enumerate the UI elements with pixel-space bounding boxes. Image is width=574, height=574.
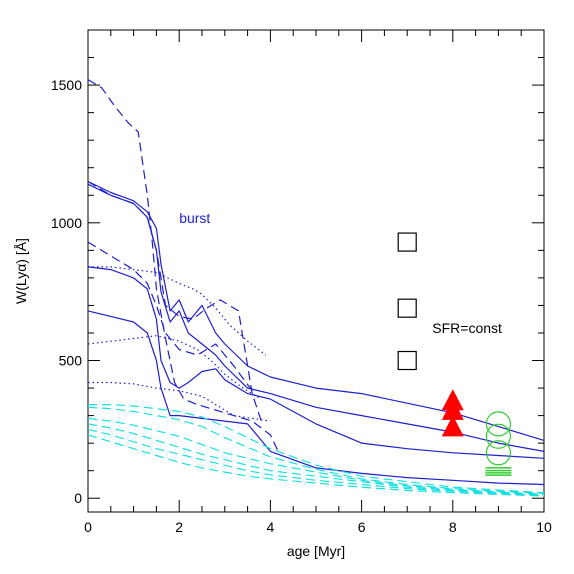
series-line-4	[87, 310, 545, 486]
y-tick-label: 500	[59, 353, 83, 369]
x-tick-label: 4	[267, 519, 275, 535]
series-line-5	[87, 79, 281, 455]
series-layer	[87, 79, 545, 497]
x-tick-label: 2	[175, 519, 183, 535]
circle-marker	[485, 440, 511, 466]
annotation-layer: burst SFR=const	[179, 210, 502, 336]
x-tick-label: 6	[358, 519, 366, 535]
series-line-13	[87, 417, 545, 495]
annotation-label: burst	[179, 210, 210, 226]
series-line-1	[87, 180, 545, 441]
series-line-16	[87, 434, 545, 497]
series-line-6	[87, 180, 262, 422]
triangle-marker	[441, 415, 464, 437]
series-line-7	[87, 241, 253, 392]
y-tick-label: 1000	[51, 215, 82, 231]
x-axis-title: age [Myr]	[287, 543, 345, 559]
marker-layer	[397, 232, 512, 476]
square-marker	[397, 232, 417, 252]
series-line-14	[87, 423, 545, 496]
x-tick-label: 8	[449, 519, 457, 535]
x-tick-label: 10	[536, 519, 552, 535]
series-line-15	[87, 428, 545, 497]
y-tick-label: 1500	[51, 77, 82, 93]
triangle-marker	[441, 398, 464, 420]
series-line-10	[88, 381, 271, 422]
axis-ticks: 0 2 4 6 8 10 0 500 1000 1500	[51, 29, 552, 535]
series-line-3	[87, 266, 545, 459]
circle-marker	[485, 423, 511, 449]
y-axis-title: W(Lyα) [Å]	[13, 238, 29, 304]
y-tick-label: 0	[74, 490, 82, 506]
x-tick-label: 0	[84, 519, 92, 535]
square-marker	[397, 298, 417, 318]
annotation-label: SFR=const	[432, 320, 502, 336]
plot-frame	[87, 29, 545, 513]
square-marker	[397, 350, 417, 371]
series-line-8	[88, 266, 267, 356]
circle-marker	[485, 411, 511, 437]
